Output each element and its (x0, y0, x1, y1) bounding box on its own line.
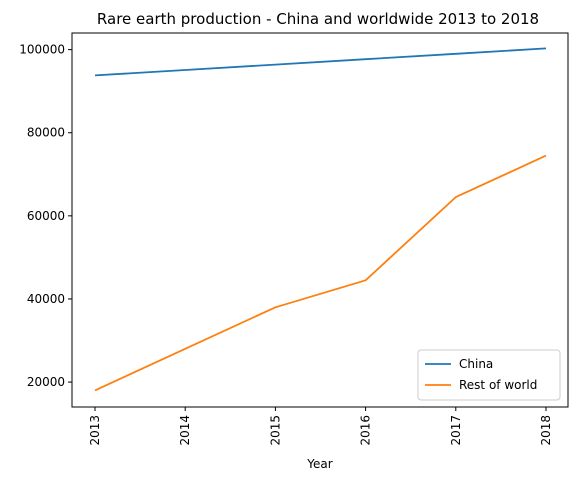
x-tick-label: 2013 (88, 415, 102, 446)
legend-label: Rest of world (459, 378, 537, 392)
series-line-china (94, 47, 547, 77)
x-tick-label: 2017 (449, 415, 463, 446)
x-tick-label: 2016 (359, 415, 373, 446)
legend-box (417, 349, 561, 401)
axes-frame (71, 32, 569, 408)
x-tick-label: 2015 (268, 415, 282, 446)
y-tick-label: 100000 (19, 43, 65, 57)
x-tick-label: 2014 (178, 415, 192, 446)
legend: China Rest of world (417, 349, 561, 401)
x-axis-label: Year (306, 457, 332, 471)
x-tick-label: 2018 (539, 415, 553, 446)
y-tick-label: 60000 (27, 209, 65, 223)
plot-area: 20000 40000 60000 80000 100000 2013 2014 2015 20… (19, 32, 569, 446)
y-tick-label: 40000 (27, 292, 65, 306)
series-line-rest-of-world (94, 154, 547, 392)
y-tick-label: 20000 (27, 375, 65, 389)
chart-title: Rare earth production - China and worldw… (97, 10, 539, 28)
legend-label: China (459, 357, 493, 371)
y-tick-label: 80000 (27, 126, 65, 140)
